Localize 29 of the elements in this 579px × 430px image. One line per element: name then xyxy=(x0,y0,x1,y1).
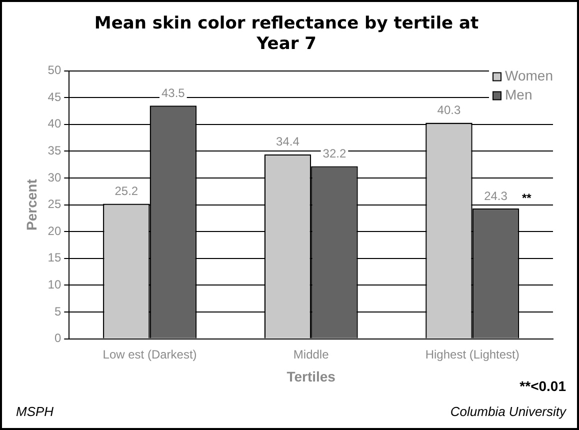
legend-label: Women xyxy=(505,68,553,84)
data-label: 40.3 xyxy=(437,103,461,118)
y-tick-label: 10 xyxy=(48,278,62,292)
x-axis-title: Tertiles xyxy=(286,368,336,384)
y-axis-title: Percent xyxy=(23,178,40,230)
y-tick-label: 15 xyxy=(48,250,62,265)
text: MSPH xyxy=(16,404,54,419)
y-tick-label: 40 xyxy=(48,116,62,131)
chart-title: Mean skin color reflectance by tertile at Year 7 xyxy=(94,14,479,54)
y-tick-label: 45 xyxy=(48,90,62,104)
y-tick-label: 5 xyxy=(54,304,62,318)
data-label: 43.5 xyxy=(161,86,186,100)
x-tick-label: Low est (Darkest) xyxy=(102,347,197,362)
data-label: 24.3 xyxy=(484,188,508,203)
y-tick-label: 20 xyxy=(48,224,62,238)
x-tick-label: Highest (Lightest) xyxy=(425,347,520,362)
text: Columbia University xyxy=(450,404,568,419)
legend-label: Men xyxy=(505,86,532,103)
y-tick-label: 25 xyxy=(48,197,62,212)
data-label: 32.2 xyxy=(322,146,346,161)
data-label: 34.4 xyxy=(276,134,300,149)
text: **<0.01 xyxy=(520,378,566,394)
y-tick-label: 0 xyxy=(54,331,62,346)
y-tick-label: 50 xyxy=(48,63,62,78)
data-label: 25.2 xyxy=(114,184,138,198)
y-tick-label: 35 xyxy=(48,144,62,158)
x-tick-label: Middle xyxy=(293,347,330,362)
annotation: ** xyxy=(522,191,532,205)
y-tick-label: 30 xyxy=(48,170,62,184)
